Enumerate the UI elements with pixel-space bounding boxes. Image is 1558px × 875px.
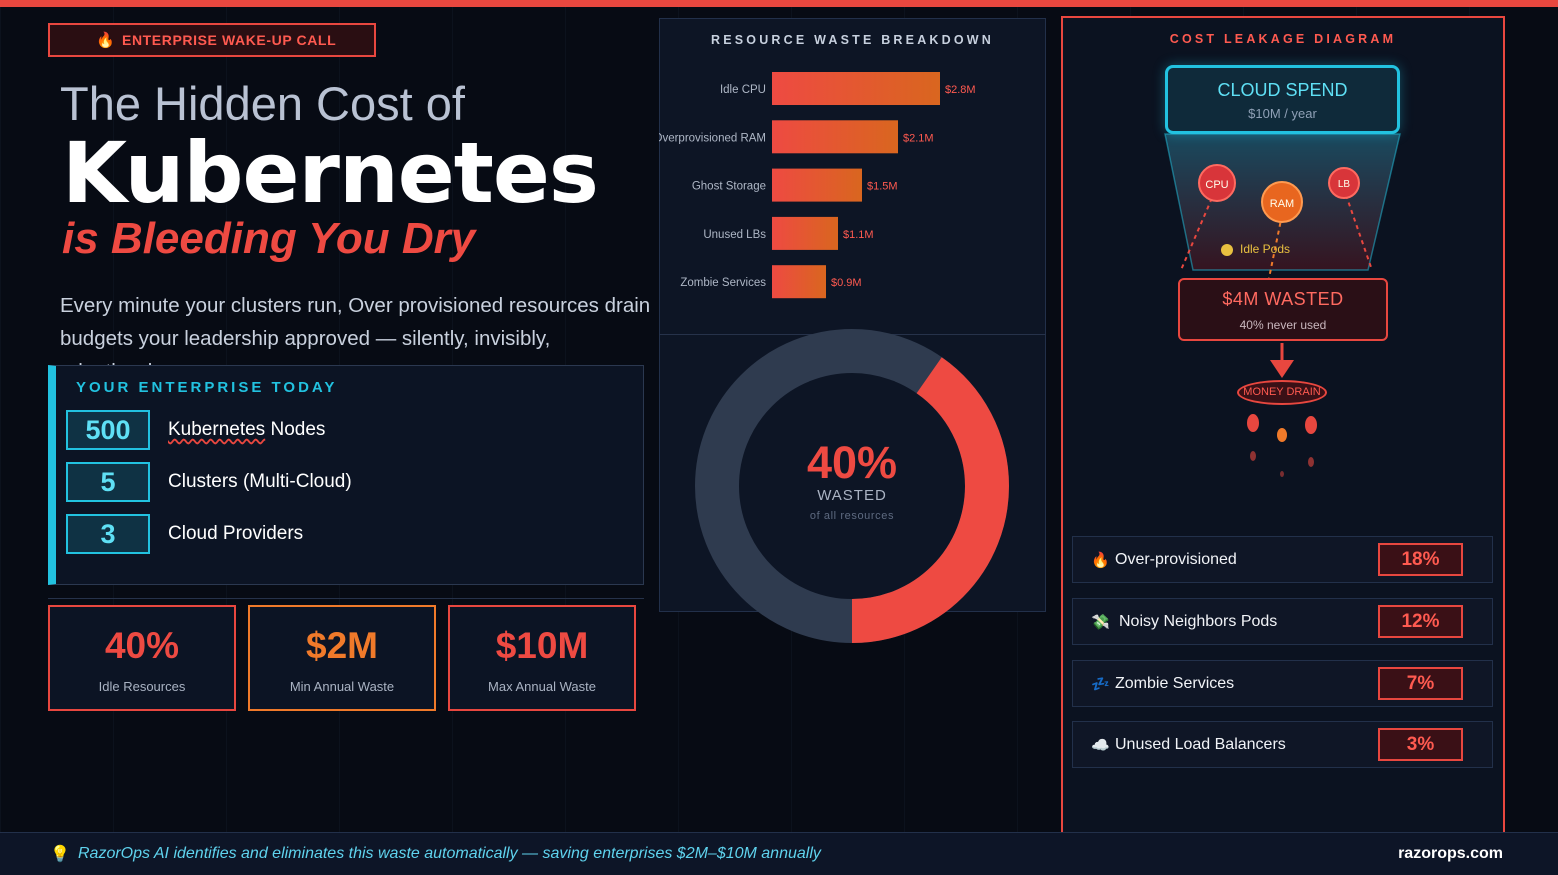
lb-node: LB bbox=[1328, 167, 1360, 199]
leak-row-pct: 18% bbox=[1378, 543, 1463, 576]
headline-line-3: is Bleeding You Dry bbox=[62, 214, 476, 263]
enterprise-panel: YOUR ENTERPRISE TODAY 500 Kubernetes Nod… bbox=[48, 365, 644, 585]
drop bbox=[1277, 428, 1287, 442]
kpi-card-max-waste: $10M Max Annual Waste bbox=[448, 605, 636, 711]
kpi-label: Min Annual Waste bbox=[289, 679, 395, 694]
enterprise-panel-title: YOUR ENTERPRISE TODAY bbox=[76, 379, 338, 396]
stat-label-part: Kubernetes bbox=[168, 419, 266, 440]
bar-category-label: Idle CPU bbox=[720, 84, 766, 96]
cloud-icon: ☁️ bbox=[1091, 737, 1110, 754]
money-wings-icon: 💸 bbox=[1091, 614, 1110, 631]
fire-icon: 🔥 bbox=[1091, 552, 1110, 569]
leak-line bbox=[1267, 214, 1283, 284]
money-drain-label: MONEY DRAIN bbox=[1237, 380, 1327, 405]
cloud-spend-title: CLOUD SPEND bbox=[1217, 80, 1348, 100]
stat-row-clusters: 5 Clusters (Multi-Cloud) bbox=[66, 462, 352, 502]
waste-sub: 40% never used bbox=[1239, 318, 1327, 332]
leak-line bbox=[1345, 194, 1373, 271]
lightbulb-icon: 💡 bbox=[50, 846, 70, 863]
leak-row-noisy-neighbors: 💸 Noisy Neighbors Pods 12% bbox=[1072, 598, 1493, 645]
bar-category-label: Ghost Storage bbox=[692, 181, 766, 193]
drop bbox=[1247, 414, 1259, 432]
bar-data-label: $2.8M bbox=[945, 84, 976, 96]
kpi-value: $10M bbox=[495, 625, 589, 666]
bar bbox=[772, 120, 898, 154]
waste-bar-chart: Idle CPU $2.8M Overprovisioned RAM $2.1M Gho… bbox=[659, 72, 976, 299]
leak-row-label: Noisy Neighbors Pods bbox=[1119, 613, 1278, 630]
bar-data-label: $1.1M bbox=[843, 229, 874, 241]
idle-donut-chart bbox=[695, 329, 1009, 643]
donut-center-label: WASTED bbox=[817, 487, 887, 504]
drop bbox=[1308, 457, 1314, 467]
leak-row-pct: 7% bbox=[1378, 667, 1463, 700]
cloud-spend-box: CLOUD SPEND $10M / year bbox=[1165, 65, 1400, 134]
donut-center-sub: of all resources bbox=[809, 510, 895, 522]
donut-wasted-segment bbox=[695, 329, 1009, 643]
donut-center-value: 40% bbox=[806, 437, 898, 488]
bar bbox=[772, 216, 838, 250]
kpi-label: Idle Resources bbox=[98, 679, 186, 694]
stat-label: Cloud Providers bbox=[168, 523, 304, 544]
sleep-icon: 💤 bbox=[1091, 676, 1110, 693]
footer-message: RazorOps AI identifies and eliminates th… bbox=[78, 845, 821, 862]
bar bbox=[772, 72, 940, 105]
drop bbox=[1305, 416, 1317, 434]
kpi-label: Max Annual Waste bbox=[488, 679, 596, 694]
bar bbox=[772, 168, 862, 202]
kpi-card-idle: 40% Idle Resources bbox=[48, 605, 236, 711]
drip-drops bbox=[1247, 414, 1317, 477]
bar-category-label: Overprovisioned RAM bbox=[659, 132, 766, 144]
bar-data-label: $1.5M bbox=[867, 181, 898, 193]
kpi-value: 40% bbox=[104, 625, 180, 666]
stat-row-nodes: 500 Kubernetes Nodes bbox=[66, 410, 325, 450]
drop bbox=[1250, 451, 1256, 461]
bar-category-label: Unused LBs bbox=[703, 229, 766, 241]
fire-icon: 🔥 bbox=[96, 32, 115, 49]
bar-data-label: $2.1M bbox=[903, 132, 934, 144]
waste-box: $4M WASTED 40% never used bbox=[1178, 278, 1388, 341]
leakage-title: COST LEAKAGE DIAGRAM bbox=[1169, 32, 1397, 46]
leak-row-zombie-services: 💤 Zombie Services 7% bbox=[1072, 660, 1493, 707]
arrow-head-icon bbox=[1270, 360, 1294, 378]
lede-paragraph: Every minute your clusters run, Over pro… bbox=[60, 294, 651, 383]
stat-label: Clusters (Multi-Cloud) bbox=[168, 471, 352, 492]
top-accent-bar bbox=[0, 0, 1558, 7]
bar-chart-title: RESOURCE WASTE BREAKDOWN bbox=[710, 33, 995, 47]
stat-label: Kubernetes Nodes bbox=[168, 419, 325, 441]
kpi-card-min-waste: $2M Min Annual Waste bbox=[248, 605, 436, 711]
leak-row-label: Over-provisioned bbox=[1115, 551, 1237, 568]
stat-value: 500 bbox=[66, 410, 150, 450]
stat-label-part: Nodes bbox=[265, 419, 326, 440]
ram-node: RAM bbox=[1261, 181, 1303, 223]
cpu-node: CPU bbox=[1198, 164, 1236, 202]
waste-title: $4M WASTED bbox=[1222, 289, 1344, 309]
bar-data-label: $0.9M bbox=[831, 277, 862, 289]
idle-pod-dot-icon bbox=[1221, 244, 1233, 256]
headline-kubernetes: Kubernetes bbox=[62, 124, 599, 222]
divider bbox=[48, 598, 644, 599]
leak-line bbox=[1180, 190, 1216, 271]
leak-row-label: Zombie Services bbox=[1115, 675, 1235, 692]
headline-line-1: The Hidden Cost of bbox=[60, 77, 465, 130]
footer-bar: 💡 RazorOps AI identifies and eliminates … bbox=[0, 832, 1558, 875]
brand-link[interactable]: razorops.com bbox=[1398, 845, 1503, 862]
badge-text: ENTERPRISE WAKE-UP CALL bbox=[122, 32, 337, 48]
wake-up-badge: 🔥 ENTERPRISE WAKE-UP CALL bbox=[48, 23, 376, 57]
leak-row-pct: 3% bbox=[1378, 728, 1463, 761]
stat-value: 5 bbox=[66, 462, 150, 502]
drop bbox=[1280, 471, 1284, 477]
kpi-value: $2M bbox=[306, 625, 378, 666]
leak-row-over-provisioned: 🔥 Over-provisioned 18% bbox=[1072, 536, 1493, 583]
leak-row-unused-lbs: ☁️ Unused Load Balancers 3% bbox=[1072, 721, 1493, 768]
leak-row-pct: 12% bbox=[1378, 605, 1463, 638]
stat-row-providers: 3 Cloud Providers bbox=[66, 514, 303, 554]
idle-pods-label: Idle Pods bbox=[1240, 242, 1291, 256]
leak-row-label: Unused Load Balancers bbox=[1115, 736, 1286, 753]
stat-value: 3 bbox=[66, 514, 150, 554]
bar-category-label: Zombie Services bbox=[680, 277, 766, 289]
bar bbox=[772, 265, 826, 299]
cloud-spend-sub: $10M / year bbox=[1248, 106, 1317, 121]
